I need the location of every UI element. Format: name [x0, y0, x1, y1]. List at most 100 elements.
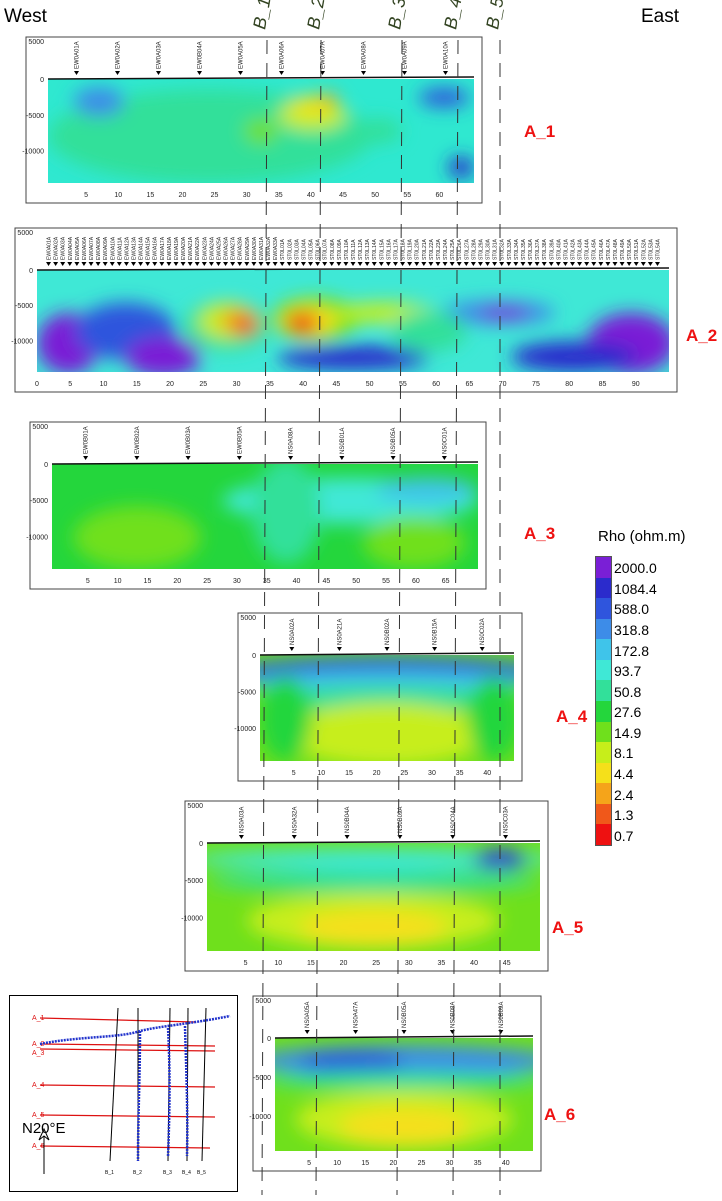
station-marker: [513, 262, 519, 266]
x-tick-label: 60: [435, 192, 443, 199]
x-tick-label: 45: [332, 381, 340, 388]
inset-canvas: A_1 A_2 A_3 A_4 A_5 A_6 B_1 B_2 B_3 B_4 B_5: [32, 1007, 231, 1176]
station-label: EW0A07A: [89, 236, 95, 260]
station-label: EW0A03A: [61, 236, 67, 260]
station-marker: [401, 1030, 407, 1034]
station-marker: [115, 71, 120, 75]
x-tick-label: 15: [361, 1160, 369, 1167]
station-label: NS0B05A: [391, 428, 397, 454]
station-marker: [238, 835, 244, 839]
station-marker: [361, 71, 366, 75]
y-tick-label: 0: [199, 841, 203, 848]
heatmap-anomaly: [260, 676, 311, 761]
station-marker: [407, 262, 413, 266]
station-label: ST0L02A: [287, 238, 293, 260]
colorbar-swatch: [596, 762, 611, 784]
x-tick-label: 45: [322, 578, 330, 585]
station-marker: [230, 262, 236, 266]
station-marker: [414, 262, 420, 266]
station-marker: [187, 262, 193, 266]
section-A_4: 5000 0 -5000 -10000 5 10 15 20 25 30 35 40 NS0A02A NS…: [234, 612, 523, 782]
station-marker: [598, 262, 604, 266]
colorbar-tick-label: 588.0: [614, 601, 650, 618]
x-tick-label: 20: [340, 960, 348, 967]
station-label: EW0B02A: [135, 426, 141, 454]
station-marker: [185, 456, 191, 460]
station-label: EW0B05A: [237, 426, 243, 454]
heatmap-anomaly: [358, 118, 402, 144]
y-tick-label: 0: [252, 653, 256, 660]
station-label: EW0A10A: [110, 236, 116, 260]
station-label: NS0B02A: [385, 619, 391, 645]
station-marker: [591, 262, 597, 266]
station-label: EW0A32A: [266, 236, 272, 260]
station-marker: [378, 262, 384, 266]
station-marker: [173, 262, 179, 266]
colorbar-swatch: [596, 659, 611, 681]
station-marker: [428, 262, 434, 266]
station-label: ST0L04A: [301, 238, 307, 260]
station-marker: [223, 262, 229, 266]
station-marker: [654, 262, 660, 266]
station-label: EW0A15A: [146, 236, 152, 260]
colorbar-tick-label: 50.8: [614, 683, 642, 700]
station-marker: [562, 262, 568, 266]
station-marker: [166, 262, 172, 266]
y-tick-label: 5000: [240, 615, 256, 622]
section-A_6: 50000-5000-10000510152025303540NS0A05ANS…: [249, 995, 542, 1172]
inset-line-A_6: [39, 1145, 211, 1149]
x-tick-label: 10: [333, 1160, 341, 1167]
inset-line-A_2: [39, 1043, 216, 1047]
east-label: East: [641, 6, 680, 27]
station-marker: [88, 262, 94, 266]
station-marker: [95, 262, 101, 266]
inset-location-map: A_1 A_2 A_3 A_4 A_5 A_6 B_1 B_2 B_3 B_4 B_5: [9, 995, 238, 1192]
station-marker: [392, 262, 398, 266]
station-marker: [492, 262, 498, 266]
station-marker: [81, 262, 87, 266]
inset-label-A_1: A_1: [32, 1015, 45, 1022]
station-marker: [134, 456, 140, 460]
station-marker: [293, 262, 299, 266]
station-marker: [541, 262, 547, 266]
topography-line: [206, 840, 541, 844]
station-label: EW0A25A: [216, 236, 222, 260]
station-marker: [385, 262, 391, 266]
topography-line: [259, 652, 515, 656]
y-tick-label: -10000: [249, 1114, 271, 1121]
x-tick-label: 5: [84, 192, 88, 199]
station-label: ST0L50A: [627, 238, 633, 260]
north-arrow-label: N20°E: [22, 1120, 66, 1137]
station-label: ST0L52A: [641, 238, 647, 260]
x-tick-label: 40: [293, 578, 301, 585]
station-label: NS0A21A: [337, 619, 343, 645]
inset-label-B_4: B_4: [182, 1170, 191, 1176]
heatmap-anomaly: [511, 341, 638, 372]
station-label: EW0A28A: [238, 236, 244, 260]
station-marker: [343, 262, 349, 266]
station-label: NS0A03A: [239, 807, 245, 833]
station-label: ST0L41A: [563, 238, 569, 260]
x-tick-label: 35: [474, 1160, 482, 1167]
station-marker: [197, 71, 202, 75]
station-label: ST0L42A: [570, 238, 576, 260]
station-marker: [116, 262, 122, 266]
station-marker: [384, 647, 390, 651]
station-marker: [479, 647, 485, 651]
station-label: EW0A27A: [231, 236, 237, 260]
inset-label-A_2: A_2: [32, 1041, 45, 1048]
inset-line-A_5: [39, 1114, 216, 1118]
station-label: EW0A19A: [174, 236, 180, 260]
station-label: NS0B05A: [402, 1002, 408, 1028]
colorbar-tick-label: 14.9: [614, 724, 642, 741]
topography-band: [207, 823, 540, 843]
heatmap-anomaly: [207, 848, 540, 870]
station-marker: [339, 456, 345, 460]
station-label: EW0A29A: [245, 236, 251, 260]
x-tick-label: 65: [442, 578, 450, 585]
x-tick-label: 5: [68, 381, 72, 388]
station-label: EW0A08A: [96, 236, 102, 260]
station-label: ST0L28A: [471, 238, 477, 260]
station-marker: [74, 71, 79, 75]
station-marker: [435, 262, 441, 266]
